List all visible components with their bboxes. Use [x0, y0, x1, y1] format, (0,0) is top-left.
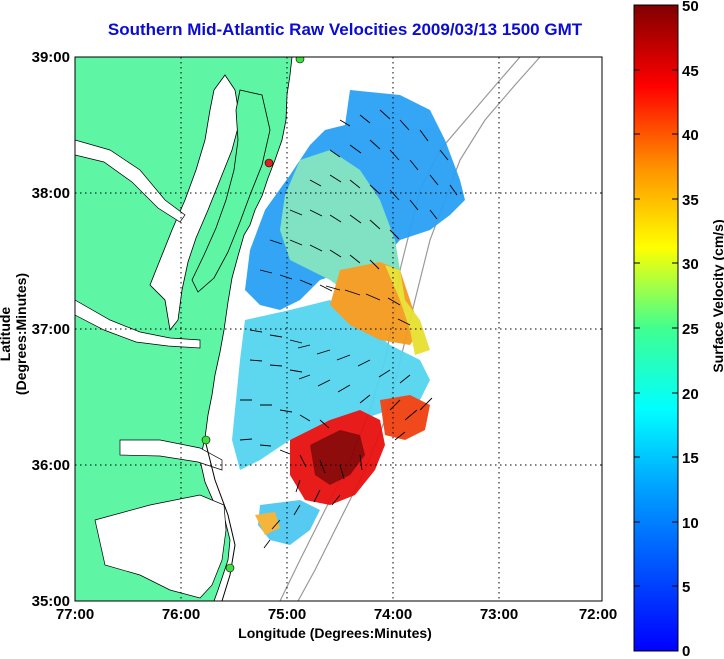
colorbar-tick-label: 10: [682, 515, 699, 532]
colorbar-tick-label: 30: [682, 256, 699, 273]
x-tick-label: 72:00: [579, 606, 617, 623]
y-tick-label: 36:00: [32, 457, 70, 474]
x-tick-label: 73:00: [480, 606, 518, 623]
map-title: Southern Mid-Atlantic Raw Velocities 200…: [107, 20, 583, 39]
albemarle-sound: [119, 439, 223, 471]
region-south-cyan: [258, 500, 320, 545]
outer-banks: [204, 439, 236, 601]
y-tick-label: 37:00: [32, 321, 70, 338]
colorbar-tick-label: 45: [682, 63, 699, 80]
station-marker: [201, 435, 211, 445]
bathymetry-contour-2: [297, 57, 541, 601]
x-tick-label: 74:00: [374, 606, 412, 623]
x-tick-label: 75:00: [268, 606, 306, 623]
colorbar-tick-label: 15: [682, 450, 699, 467]
station-marker: [264, 158, 274, 168]
plot-frame: [74, 56, 603, 602]
colorbar-tick-label: 35: [682, 192, 699, 209]
x-axis-label: Longitude (Degrees:Minutes): [238, 625, 432, 641]
x-tick-label: 76:00: [162, 606, 200, 623]
colorbar-tick-label: 5: [682, 579, 690, 596]
james-river: [75, 299, 201, 349]
x-tick-label: 77:00: [56, 606, 94, 623]
station-marker: [225, 563, 235, 573]
chesapeake-bay: [149, 74, 241, 331]
colorbar-tick-labels: 50 45 40 35 30 25 20 15 10 5 0: [682, 0, 699, 659]
delmarva-peninsula: [191, 89, 271, 293]
region-yellow-edge: [385, 265, 430, 355]
velocity-arrows: [239, 109, 458, 549]
region-mid-cyan: [232, 300, 430, 470]
colorbar-tick-label: 40: [682, 127, 699, 144]
region-south-orange: [255, 512, 280, 535]
colorbar-tick-label: 20: [682, 386, 699, 403]
y-tick-label: 35:00: [32, 593, 70, 610]
colorbar-ticks: [634, 4, 678, 587]
pamlico-sound: [94, 494, 227, 599]
region-darkred-core: [310, 430, 365, 485]
x-tick-labels: 77:00 76:00 75:00 74:00 73:00 72:00: [56, 606, 617, 623]
colorbar-tick-label: 50: [682, 0, 699, 15]
station-marker: [295, 57, 305, 64]
region-shelf-green: [280, 150, 400, 300]
colorbar-tick-label: 25: [682, 321, 699, 338]
y-tick-labels: 39:00 38:00 37:00 36:00 35:00: [32, 49, 70, 610]
y-tick-label: 38:00: [32, 185, 70, 202]
colorbar: [633, 4, 679, 652]
velocity-field: [232, 90, 465, 545]
potomac-river: [75, 139, 186, 223]
y-tick-label: 39:00: [32, 49, 70, 66]
grid-lines: [75, 57, 602, 601]
colorbar-tick-label: 0: [682, 643, 690, 659]
region-east-red: [380, 395, 430, 440]
